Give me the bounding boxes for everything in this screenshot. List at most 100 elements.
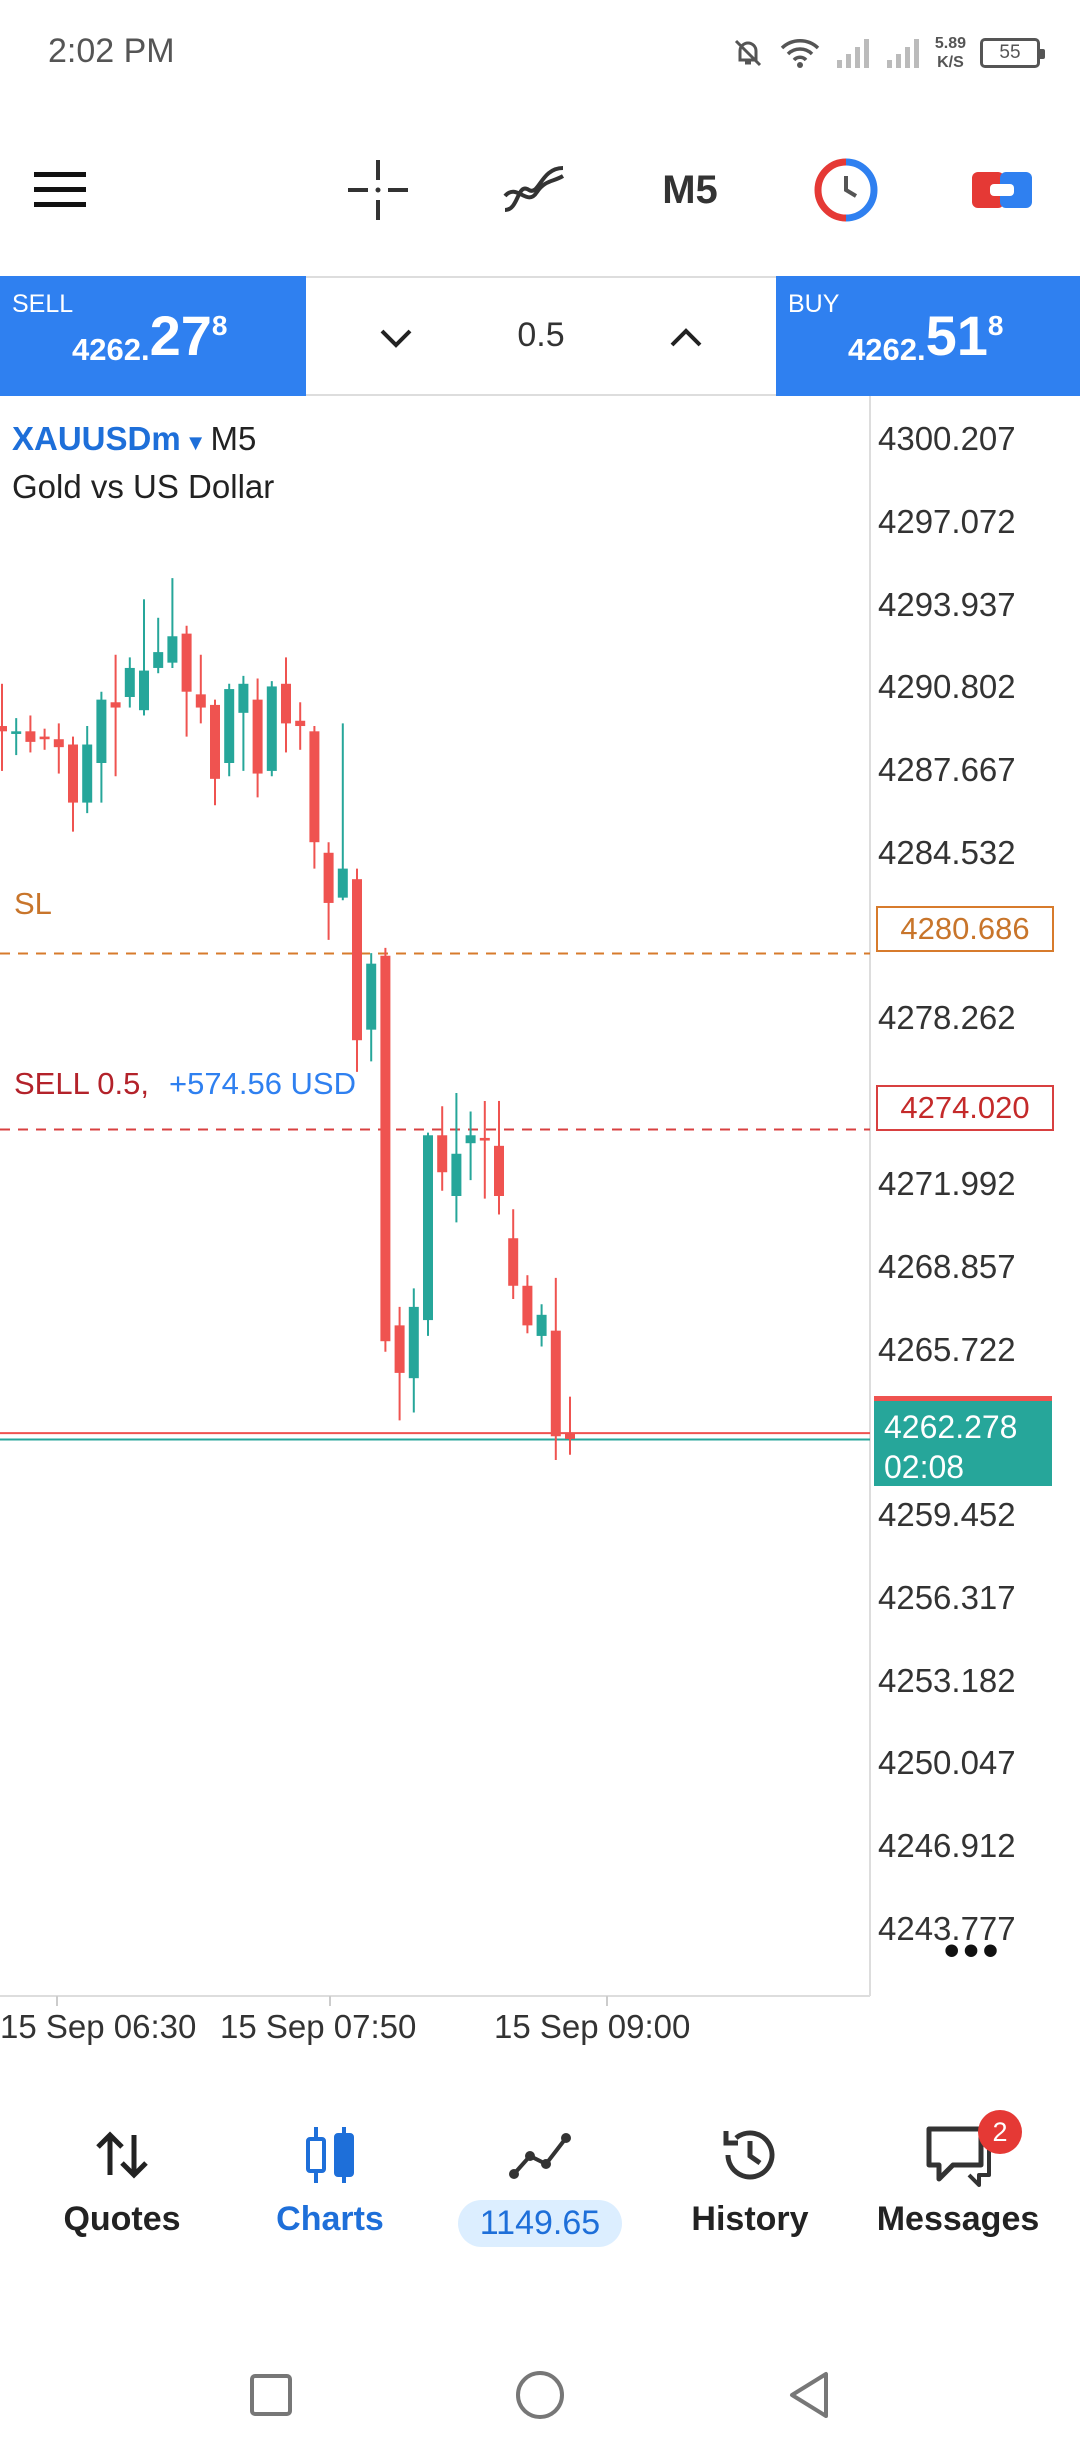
candle-body (153, 652, 164, 668)
chart-timeframe: M5 (210, 420, 257, 457)
status-bar: 2:02 PM 5.89 K/S 55 (0, 0, 1080, 110)
candle-body (352, 879, 362, 1041)
candle-body (266, 686, 277, 771)
mute-notifications-icon (734, 39, 761, 67)
order-type-volume: SELL 0.5, (14, 1066, 150, 1101)
home-button[interactable] (505, 2360, 575, 2430)
y-axis-tick-label: 4268.857 (878, 1247, 1016, 1285)
sell-button[interactable]: SELL 4262. 27 8 (0, 276, 306, 396)
symbol-selector[interactable]: XAUUSDm ▼ M5 (12, 420, 256, 458)
y-axis-tick-label: 4246.912 (878, 1827, 1016, 1865)
candle-body (195, 694, 206, 708)
nav-history-label: History (691, 2200, 809, 2238)
candle-body (451, 1153, 462, 1196)
current-price-tag: 4262.278 02:08 (874, 1396, 1052, 1486)
lot-increase-button[interactable] (656, 308, 716, 368)
candle-body (53, 739, 64, 748)
candle-body (0, 726, 7, 732)
candle-body (210, 704, 220, 779)
signal-icon-2 (886, 39, 919, 68)
order-price-tag: 4274.020 (876, 1085, 1054, 1131)
back-triangle-icon (790, 2372, 828, 2418)
candle-body (39, 736, 50, 740)
candle-body (337, 868, 348, 898)
order-line-label[interactable]: SELL 0.5, +574.56 USD (14, 1066, 356, 1102)
indicator-icon (503, 166, 565, 212)
candle-body (96, 699, 107, 763)
y-axis-tick-label: 4300.207 (878, 420, 1016, 458)
candle-body (139, 670, 149, 711)
more-options-button[interactable]: ••• (944, 1926, 1003, 1975)
clock-trading-icon (814, 158, 878, 222)
net-speed: 5.89 K/S (934, 35, 966, 71)
y-axis-tick-label: 4297.072 (878, 502, 1016, 540)
candle-body (550, 1330, 561, 1437)
candle-body (394, 1325, 405, 1373)
lot-decrease-button[interactable] (366, 308, 426, 368)
y-axis-tick-label: 4293.937 (878, 585, 1016, 623)
one-click-trade-panel: SELL 4262. 27 8 0.5 BUY 4262. 51 8 (0, 276, 1080, 396)
signal-icon-1 (836, 39, 869, 68)
crosshair-icon (348, 160, 408, 220)
candle-body (11, 731, 22, 734)
nav-messages[interactable]: 2 Messages (850, 2100, 1066, 2270)
bottom-navigation: Quotes Charts 1149.65 History 2 Messag (0, 2100, 1080, 2270)
back-button[interactable] (774, 2360, 844, 2430)
one-click-trading-button[interactable] (806, 150, 886, 230)
candle-body (110, 702, 121, 708)
equity-value: 1149.65 (457, 2200, 623, 2247)
candle-body (323, 852, 334, 903)
buy-button[interactable]: BUY 4262. 51 8 (776, 276, 1080, 396)
lot-size-value[interactable]: 0.5 (517, 316, 565, 354)
nav-trade[interactable]: 1149.65 (432, 2100, 648, 2270)
candle-body (238, 683, 249, 713)
stop-loss-price-tag: 4280.686 (876, 906, 1054, 952)
candle-body (408, 1306, 419, 1379)
system-navigation-bar (0, 2340, 1080, 2450)
sell-price: 4262. 27 8 (72, 304, 228, 367)
candle-body (536, 1314, 547, 1336)
y-axis-tick-label: 4271.992 (878, 1165, 1016, 1202)
candle-body (465, 1135, 476, 1144)
crosshair-button[interactable] (338, 150, 418, 230)
indicators-button[interactable] (494, 150, 574, 230)
charts-icon (302, 2110, 358, 2200)
y-axis-tick-label: 4253.182 (878, 1661, 1016, 1699)
trade-icon (972, 172, 1032, 208)
current-price-value: 4262.278 (884, 1409, 1018, 1445)
nav-quotes-label: Quotes (63, 2200, 181, 2238)
candle-body (437, 1135, 448, 1173)
candle-body (68, 744, 78, 803)
square-icon (250, 2374, 292, 2416)
nav-charts[interactable]: Charts (222, 2100, 438, 2270)
hamburger-icon (34, 172, 86, 207)
timeframe-button[interactable]: M5 (650, 150, 730, 230)
dropdown-arrow-icon: ▼ (184, 430, 207, 455)
recent-apps-button[interactable] (236, 2360, 306, 2430)
candle-body (508, 1238, 519, 1286)
symbol-description: Gold vs US Dollar (12, 468, 275, 505)
stop-loss-label[interactable]: SL (14, 886, 52, 921)
menu-button[interactable] (20, 150, 100, 230)
battery-icon: 55 (980, 38, 1045, 68)
candle-body (366, 963, 377, 1030)
price-chart[interactable]: XAUUSDm ▼ M5 Gold vs US Dollar 4300.207 429… (0, 396, 1080, 2045)
nav-quotes[interactable]: Quotes (14, 2100, 230, 2270)
y-axis-tick-label: 4256.317 (878, 1578, 1016, 1616)
sell-label: SELL (12, 290, 74, 318)
candlestick-chart[interactable] (0, 396, 1080, 2036)
candle-body (565, 1433, 575, 1439)
nav-history[interactable]: History (642, 2100, 858, 2270)
circle-icon (516, 2371, 564, 2419)
x-axis-label-1: 15 Sep 06:30 (0, 2008, 197, 2045)
y-axis-tick-label: 4284.532 (878, 833, 1016, 871)
new-order-button[interactable] (962, 150, 1042, 230)
y-axis-tick-label: 4259.452 (878, 1496, 1016, 1534)
nav-messages-label: Messages (876, 2200, 1040, 2238)
status-icons: 5.89 K/S 55 (731, 28, 1045, 78)
y-axis-tick-label: 4287.667 (878, 751, 1016, 789)
wifi-icon (780, 39, 820, 68)
candle-body (252, 699, 263, 774)
timeframe-label: M5 (662, 167, 718, 212)
y-axis-tick-label: 4243.777 (878, 1909, 1016, 1947)
